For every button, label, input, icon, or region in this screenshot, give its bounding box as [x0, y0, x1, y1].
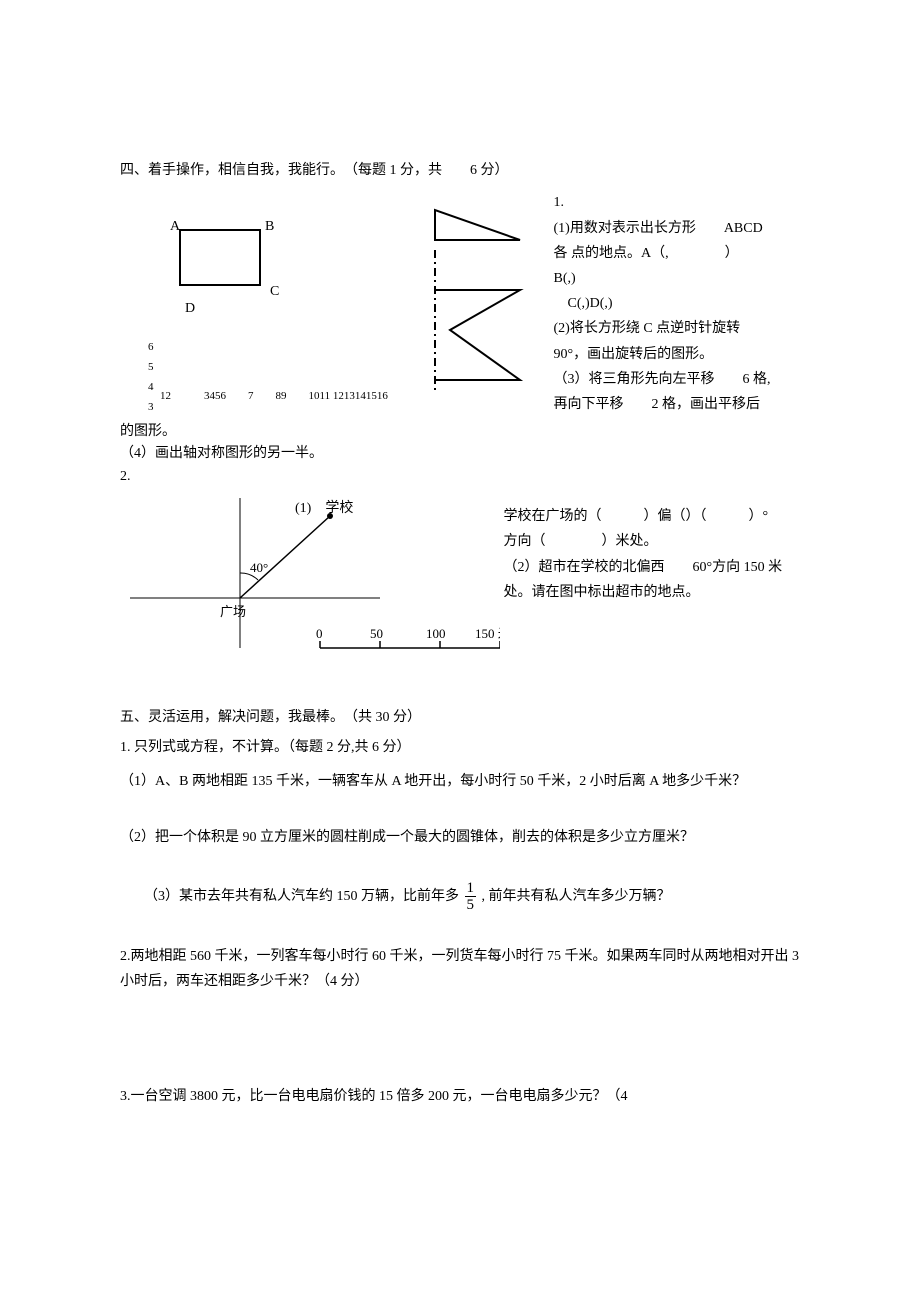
frac-den: 5 [465, 897, 477, 914]
q2-container: (1) 学校 40° 广场 0 50 100 150 米 学校在广场的（ ）偏（… [120, 498, 800, 676]
q1-after1: 的图形。 [120, 421, 800, 443]
section5: 五、灵活运用，解决问题，我最棒。 （共 30 分） 1. 只列式或方程，不计算。… [120, 707, 800, 1110]
s5-q1-1: （1）A、B 两地相距 135 千米，一辆客车从 A 地开出，每小时行 50 千… [120, 769, 800, 794]
s5-q1-header: 1. 只列式或方程，不计算。（每题 2 分,共 6 分） [120, 737, 800, 759]
svg-text:150 米: 150 米 [475, 626, 500, 641]
q1-line7: 90°，画出旋转后的图形。 [554, 342, 794, 367]
q2-t2: 方向（ ）米处。 [504, 529, 794, 554]
svg-text:5: 5 [148, 361, 154, 373]
svg-text:100: 100 [426, 626, 446, 641]
q1-line8: （3）将三角形先向左平移 6 格, [554, 367, 794, 392]
svg-text:4: 4 [148, 381, 154, 393]
scale-bar: 0 50 100 150 米 [316, 626, 500, 648]
q1-after2: （4）画出轴对称图形的另一半。 [120, 443, 800, 465]
q2-figure: (1) 学校 40° 广场 0 50 100 150 米 [120, 498, 500, 676]
s5-q2: 2.两地相距 560 千米，一列客车每小时行 60 千米，一列货车每小时行 75… [120, 944, 800, 994]
s5-q1-3b: , 前年共有私人汽车多少万辆？ [482, 889, 671, 904]
q2-t4: 处。请在图中标出超市的地点。 [504, 580, 794, 605]
q2-t1: 学校在广场的（ ）偏（）（ ）° [504, 504, 794, 529]
label-C: C [270, 284, 279, 299]
q2-t3: （2）超市在学校的北偏西 60°方向 150 米 [504, 555, 794, 580]
q1-line1: 1. [554, 190, 794, 215]
section4-header: 四、着手操作，相信自我，我能行。 （每题 1 分，共 6 分） [120, 160, 800, 182]
svg-text:6: 6 [148, 341, 154, 353]
q2-instructions: 学校在广场的（ ）偏（）（ ）° 方向（ ）米处。 （2）超市在学校的北偏西 6… [504, 498, 794, 605]
q1-figure-area: A B C D 6 5 4 3 12 [120, 190, 550, 406]
triangle-shape [435, 210, 520, 240]
svg-text:3: 3 [148, 401, 154, 413]
q1-line5: C(,)D(,) [554, 291, 794, 316]
label-school: (1) 学校 [295, 499, 353, 516]
q1-line3: 各 点的地点。A（, ） [554, 241, 794, 266]
q1-line6: (2)将长方形绕 C 点逆时针旋转 [554, 316, 794, 341]
label-A: A [170, 219, 181, 234]
frac-num: 1 [465, 880, 477, 898]
zigzag-half [435, 290, 520, 380]
svg-text:50: 50 [370, 626, 383, 641]
section4-title: 四、着手操作，相信自我，我能行。 （每题 1 分，共 6 分） [120, 163, 509, 178]
s5-q1-3a: （3）某市去年共有私人汽车约 150 万辆，比前年多 [144, 889, 463, 904]
q1-line2: (1)用数对表示出长方形 ABCD [554, 216, 794, 241]
label-B: B [265, 219, 274, 234]
q2-number: 2. [120, 466, 800, 488]
rectangle-abcd: A B C D [170, 219, 279, 316]
s5-q1-2: （2）把一个体积是 90 立方厘米的圆柱削成一个最大的圆锥体，削去的体积是多少立… [120, 825, 800, 850]
direction-svg: (1) 学校 40° 广场 0 50 100 150 米 [120, 498, 500, 668]
x-ticks: 12 3456 7 89 1011 1213141516 [160, 390, 388, 402]
q1-container: A B C D 6 5 4 3 12 [120, 190, 800, 417]
grid-svg: A B C D 6 5 4 3 [120, 190, 550, 420]
s5-q3: 3.一台空调 3800 元，比一台电电扇价钱的 15 倍多 200 元，一台电电… [120, 1084, 800, 1109]
section5-header: 五、灵活运用，解决问题，我最棒。 （共 30 分） [120, 707, 800, 729]
svg-text:0: 0 [316, 626, 323, 641]
s5-q1-3: （3）某市去年共有私人汽车约 150 万辆，比前年多 1 5 , 前年共有私人汽… [120, 880, 800, 914]
school-ray [240, 516, 330, 598]
angle-label: 40° [250, 560, 268, 575]
x-axis-labels: 12 3456 7 89 1011 1213141516 [120, 388, 550, 406]
label-D: D [185, 301, 195, 316]
label-square: 广场 [220, 604, 246, 619]
fraction-1-5: 1 5 [465, 880, 477, 914]
q1-line9: 再向下平移 2 格，画出平移后 [554, 392, 794, 417]
y-axis-labels: 6 5 4 3 [148, 341, 154, 413]
q1-line4: B(,) [554, 266, 794, 291]
q1-instructions: 1. (1)用数对表示出长方形 ABCD 各 点的地点。A（, ） B(,) C… [554, 190, 794, 417]
